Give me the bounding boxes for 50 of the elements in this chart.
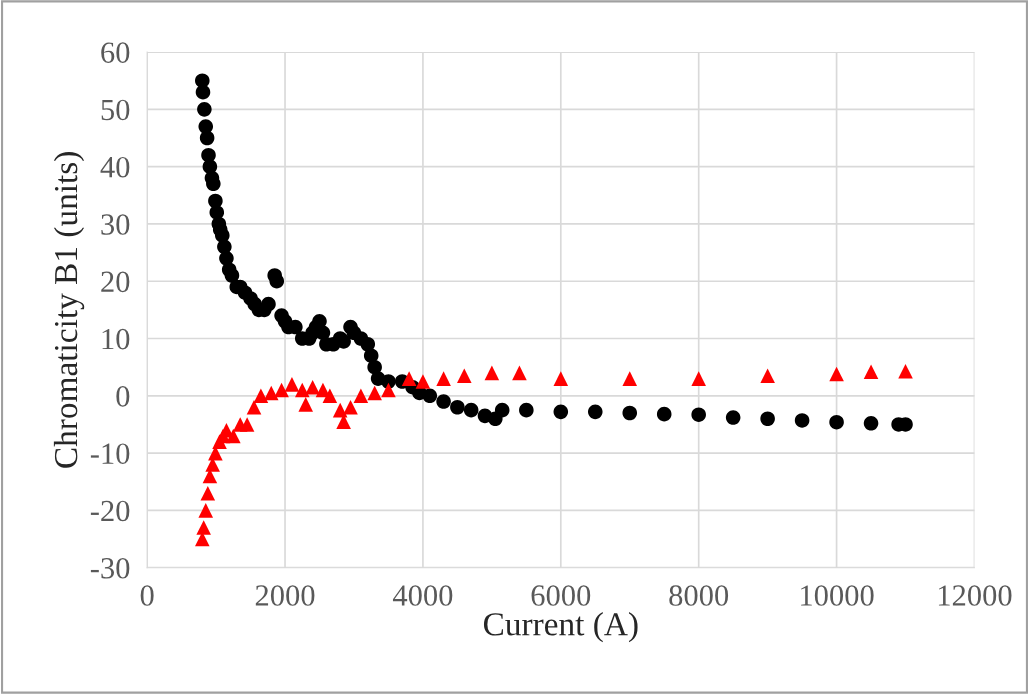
x-tick-label: 0 [140, 585, 154, 606]
point [253, 388, 269, 404]
y-axis-title: Chromaticity B1 (units) [53, 152, 85, 468]
x-tick-label: 10000 [801, 585, 874, 606]
x-tick-label: 12000 [938, 585, 1012, 606]
x-tick-label: 4000 [392, 585, 453, 606]
x-axis-title: Current (A) [483, 612, 638, 643]
point [829, 366, 844, 382]
y-tick-label: -10 [90, 443, 130, 465]
y-tick-label: 10 [102, 328, 130, 350]
y-tick-label: 60 [101, 42, 130, 63]
point [512, 365, 527, 381]
point [415, 374, 431, 389]
point [553, 371, 569, 386]
point [274, 382, 289, 398]
point [622, 371, 638, 386]
x-tick-label: 2000 [255, 585, 315, 606]
point [226, 428, 241, 444]
y-tick-label: -20 [90, 500, 130, 522]
point [436, 371, 451, 386]
point [246, 399, 262, 415]
x-tick-label: 8000 [669, 585, 729, 606]
point [284, 377, 300, 392]
point [484, 365, 500, 381]
point [294, 382, 310, 398]
point [263, 385, 279, 401]
point [298, 397, 313, 412]
y-tick-label: 20 [101, 271, 130, 293]
point [760, 368, 775, 384]
point [353, 388, 369, 404]
point [863, 364, 879, 380]
y-tick-label: -30 [90, 557, 130, 579]
y-tick-label: 0 [116, 386, 130, 407]
point [343, 399, 358, 415]
y-tick-label: 30 [101, 214, 130, 235]
point [457, 368, 472, 384]
y-tick-label: 50 [101, 99, 130, 121]
point [198, 503, 214, 518]
point [200, 485, 216, 501]
point [322, 388, 338, 404]
point [196, 520, 211, 535]
point [305, 379, 320, 395]
point [367, 385, 382, 401]
point [381, 382, 396, 398]
point [401, 371, 417, 386]
point [691, 371, 706, 386]
y-tick-label: 40 [100, 156, 130, 178]
point [898, 363, 913, 379]
point [239, 417, 255, 432]
x-tick-label: 6000 [531, 585, 591, 606]
